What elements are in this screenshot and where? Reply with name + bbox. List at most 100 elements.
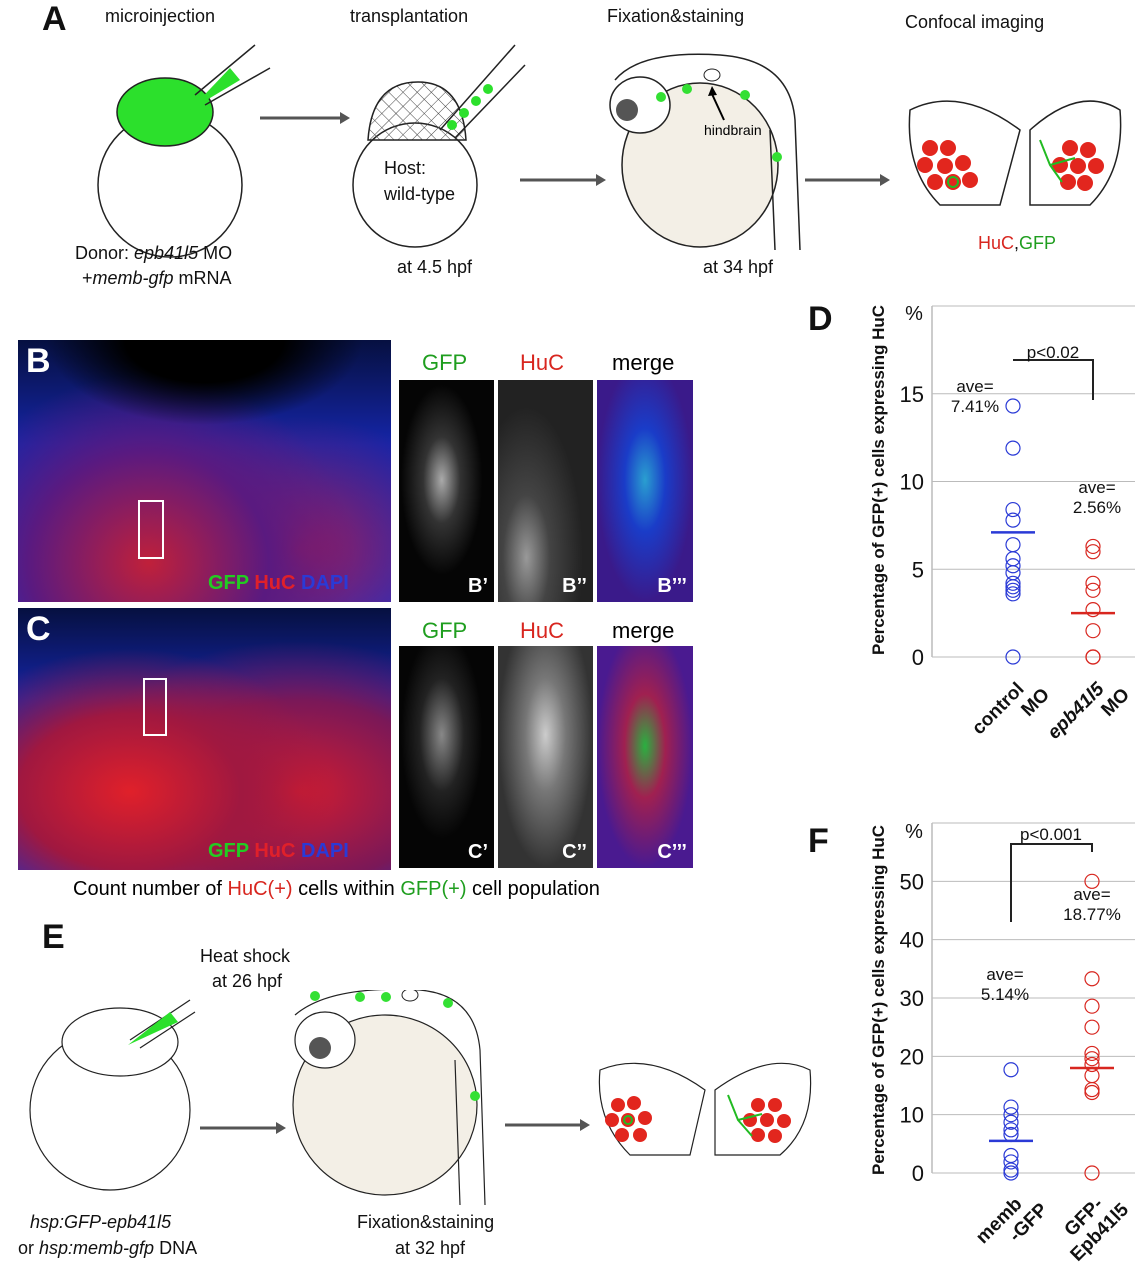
donor-mrna-suffix: mRNA [173, 268, 232, 288]
y-tick-label: 50 [900, 869, 924, 894]
data-point [1085, 575, 1101, 591]
host-embryo [352, 44, 526, 248]
y-tick-label: 20 [900, 1044, 924, 1069]
donor-mrna-label: +memb-gfp mRNA [82, 268, 232, 289]
legend-huc: HuC [254, 840, 296, 862]
ave-value: 5.14% [981, 985, 1029, 1004]
hindbrain-section [598, 1062, 812, 1156]
panel-b2-image: B’’ [498, 380, 593, 602]
data-point [1003, 1062, 1019, 1078]
sub-label: C’’’ [657, 841, 687, 863]
significance-bracket [1010, 843, 1093, 922]
arrow-icon [200, 1122, 286, 1134]
ave-value: 2.56% [1073, 498, 1121, 517]
panel-c3-image: C’’’ [597, 646, 693, 868]
donor-mrna: memb-gfp [92, 268, 174, 288]
panel-b-label: B [26, 342, 51, 380]
panel-c-label: C [26, 610, 51, 648]
roi-box [138, 500, 164, 559]
dna-construct: hsp:memb-gfp [39, 1238, 155, 1258]
fix-line1: Fixation&staining [357, 1212, 495, 1232]
hindbrain-section [908, 100, 1122, 206]
y-tick-label: 0 [912, 1161, 924, 1186]
y-tick-label: 10 [900, 1103, 924, 1128]
sub-label: B’ [468, 575, 488, 597]
donor-embryo [97, 44, 271, 258]
ave-label: ave= [1073, 885, 1110, 904]
data-point [1085, 649, 1101, 665]
embryo-32hpf [292, 990, 486, 1206]
p-value-label: p<0.02 [1027, 343, 1079, 362]
ventricle [18, 340, 391, 440]
data-point [1085, 623, 1101, 639]
data-point [1003, 1162, 1019, 1178]
legend-dapi: DAPI [301, 840, 349, 862]
arrow-icon [805, 174, 890, 186]
y-unit: % [905, 821, 923, 843]
data-point [1003, 1114, 1019, 1130]
hindbrain-label: hindbrain [704, 122, 762, 138]
y-unit: % [905, 303, 923, 325]
data-point [1084, 1045, 1100, 1062]
panel-b-image: B GFP HuC DAPI [18, 340, 391, 602]
data-point [1005, 579, 1021, 595]
step-confocal: Confocal imaging [905, 12, 1045, 32]
step-microinjection: microinjection [105, 6, 216, 26]
ave-value: 18.77% [1063, 905, 1121, 924]
dna-prefix: or [18, 1238, 40, 1258]
y-tick-label: 10 [900, 470, 924, 495]
data-point [1003, 1122, 1019, 1138]
sub-label: B’’’ [657, 575, 687, 597]
data-point [1005, 558, 1021, 574]
category-label-line: epb41l5 [1044, 678, 1109, 743]
col-merge: merge [612, 350, 675, 375]
dna-suffix: DNA [154, 1238, 198, 1258]
data-point [1085, 538, 1101, 555]
step-transplantation: transplantation [350, 6, 469, 26]
y-axis-title: Percentage of GFP(+) cells expressing Hu… [869, 305, 888, 655]
y-tick-label: 40 [900, 928, 924, 953]
col-gfp: GFP [422, 618, 468, 643]
data-point [1084, 1165, 1100, 1181]
data-point [1005, 501, 1021, 518]
donor-prefix: Donor: [75, 243, 135, 263]
data-point [1084, 998, 1100, 1014]
category-label: GFP-Epb41l5 [1051, 1183, 1133, 1265]
embryo-34hpf [609, 53, 801, 251]
data-point [1005, 649, 1021, 665]
data-point [1003, 1154, 1019, 1170]
data-point [1084, 1067, 1100, 1084]
data-point [1084, 1084, 1100, 1101]
y-tick-label: 15 [900, 382, 924, 407]
donor-mo-suffix: MO [198, 243, 233, 263]
data-point [1003, 1099, 1019, 1115]
marker-gfp: GFP [1019, 233, 1057, 253]
col-huc: HuC [520, 350, 565, 375]
panel-c2-image: C’’ [498, 646, 593, 868]
data-point [1084, 971, 1100, 987]
caption-t3: cells within [292, 878, 401, 900]
arrow-icon [520, 174, 606, 186]
panel-c-image: C GFP HuC DAPI [18, 608, 391, 870]
panel-f-label: F [808, 822, 829, 860]
legend-gfp: GFP [208, 840, 249, 862]
time-fix: at 34 hpf [703, 257, 774, 277]
marker-label: HuC,GFP [978, 233, 1056, 254]
step-fixation: Fixation&staining [607, 6, 745, 26]
donor-mrna-prefix: + [82, 268, 93, 288]
panel-c1-image: C’ [399, 646, 494, 868]
panel-b1-image: B’ [399, 380, 494, 602]
donor-label: Donor: epb41l5 MO [75, 243, 232, 264]
data-point [1084, 873, 1100, 889]
data-point [1005, 537, 1021, 553]
category-label: epb41l5MO [1044, 669, 1134, 759]
significance-bracket [1013, 359, 1094, 400]
chart-d: 0 5 10 15% Percentage of GFP(+) cells expres… [869, 303, 1135, 759]
panel-e-label: E [42, 918, 65, 956]
data-point [1003, 1107, 1019, 1123]
chart-f: 0 10 20 30 40 50% Percentage of GFP(+) cells e… [869, 821, 1135, 1266]
ave-label: ave= [956, 377, 993, 396]
roi-box [143, 678, 167, 736]
